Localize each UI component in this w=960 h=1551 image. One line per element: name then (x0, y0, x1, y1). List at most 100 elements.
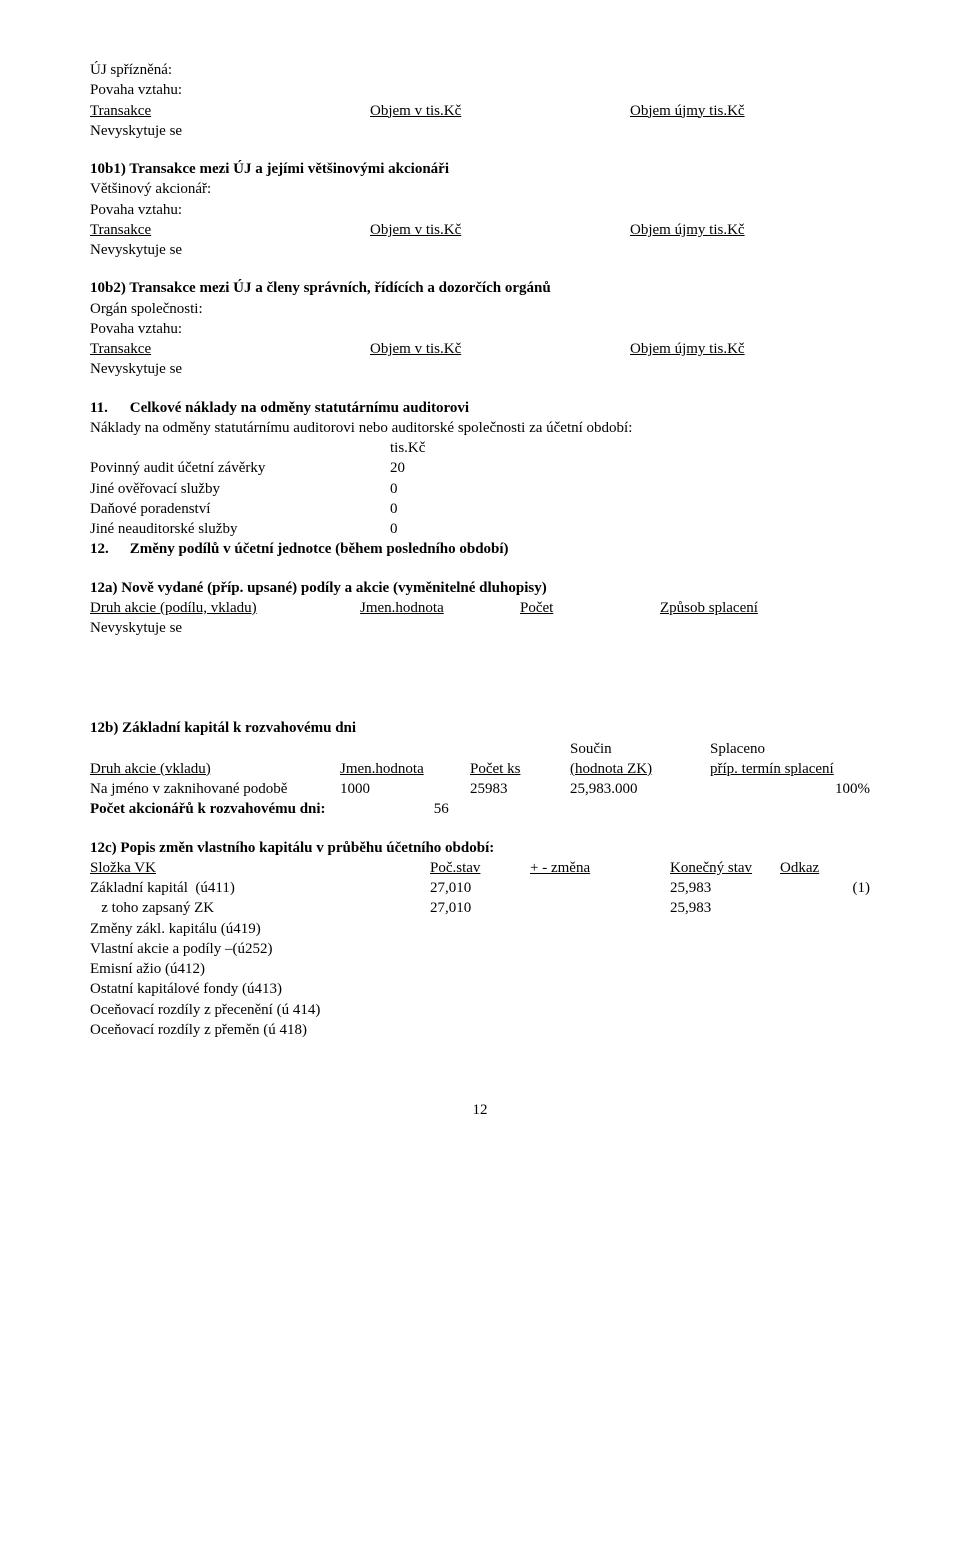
cell (780, 919, 870, 939)
cell (530, 919, 670, 939)
col-paid: Splaceno (710, 739, 870, 759)
cell: 100% (710, 779, 870, 799)
col-zk-value: (hodnota ZK) (570, 759, 710, 779)
row-label: Jiné neauditorské služby (90, 519, 390, 539)
cell: 25983 (470, 779, 570, 799)
cell: Emisní ažio (ú412) (90, 959, 430, 979)
cell (530, 939, 670, 959)
row-label: Jiné ověřovací služby (90, 479, 390, 499)
cell: 25,983 (670, 898, 780, 918)
page-number: 12 (90, 1100, 870, 1120)
col-damage: Objem újmy tis.Kč (630, 220, 870, 240)
section-11-title: Celkové náklady na odměny statutárnímu a… (130, 400, 469, 416)
col-share-type: Druh akcie (vkladu) (90, 759, 340, 779)
cell (670, 919, 780, 939)
col-final: Konečný stav (670, 858, 780, 878)
row-label: Daňové poradenství (90, 499, 390, 519)
cell (670, 939, 780, 959)
related-entity-label: ÚJ spřízněná: (90, 60, 870, 80)
col-payment-method: Způsob splacení (660, 598, 870, 618)
cell (670, 1020, 780, 1040)
section-12b-title: 12b) Základní kapitál k rozvahovému dni (90, 718, 870, 738)
col-change: + - změna (530, 858, 670, 878)
cell: Ostatní kapitálové fondy (ú413) (90, 979, 430, 999)
vk-data-row: Emisní ažio (ú412) (90, 959, 870, 979)
section-12-title: Změny podílů v účetní jednotce (během po… (130, 541, 509, 557)
col-vk-component: Složka VK (90, 858, 430, 878)
relation-nature-label: Povaha vztahu: (90, 200, 870, 220)
cell: Základní kapitál (ú411) (90, 878, 430, 898)
subheader-row: Součin Splaceno (90, 739, 870, 759)
vk-data-row: z toho zapsaný ZK27,01025,983 (90, 898, 870, 918)
cell (430, 979, 530, 999)
transaction-header-row: Transakce Objem v tis.Kč Objem újmy tis.… (90, 101, 870, 121)
row-label: Povinný audit účetní závěrky (90, 458, 390, 478)
cell (530, 979, 670, 999)
audit-row-2: Jiné ověřovací služby0 (90, 479, 870, 499)
cell (430, 1020, 530, 1040)
cell: Oceňovací rozdíly z přecenění (ú 414) (90, 1000, 430, 1020)
cell (430, 919, 530, 939)
col-count: Počet ks (470, 759, 570, 779)
cell (670, 1000, 780, 1020)
vk-data-row: Základní kapitál (ú411)27,01025,983(1) (90, 878, 870, 898)
cell (430, 939, 530, 959)
cell: 27,010 (430, 898, 530, 918)
col-nominal: Jmen.hodnota (360, 598, 520, 618)
not-occurring: Nevyskytuje se (90, 240, 870, 260)
cell: 1000 (340, 779, 470, 799)
cell: 25,983.000 (570, 779, 710, 799)
not-occurring: Nevyskytuje se (90, 121, 870, 141)
audit-row-3: Daňové poradenství0 (90, 499, 870, 519)
cell (430, 959, 530, 979)
cell (670, 959, 780, 979)
section-11-unit: tis.Kč (90, 438, 870, 458)
cell (530, 878, 670, 898)
vk-data-row: Vlastní akcie a podíly –(ú252) (90, 939, 870, 959)
cell: Na jméno v zaknihované podobě (90, 779, 340, 799)
vk-header-row: Složka VK Poč.stav + - změna Konečný sta… (90, 858, 870, 878)
cell (670, 979, 780, 999)
cell (780, 898, 870, 918)
section-12c-title: 12c) Popis změn vlastního kapitálu v prů… (90, 838, 870, 858)
vk-data-row: Oceňovací rozdíly z přeměn (ú 418) (90, 1020, 870, 1040)
shares-header-row: Druh akcie (podílu, vkladu) Jmen.hodnota… (90, 598, 870, 618)
row-value: 20 (390, 458, 442, 478)
relation-nature-label: Povaha vztahu: (90, 319, 870, 339)
majority-shareholder-label: Většinový akcionář: (90, 179, 870, 199)
cell (780, 1000, 870, 1020)
cell (780, 939, 870, 959)
unit-label: tis.Kč (390, 440, 425, 456)
section-12-heading: 12. Změny podílů v účetní jednotce (běhe… (90, 539, 870, 559)
not-occurring: Nevyskytuje se (90, 618, 870, 638)
col-damage: Objem újmy tis.Kč (630, 339, 870, 359)
col-transaction: Transakce (90, 339, 370, 359)
cell (530, 1020, 670, 1040)
row-value: 0 (390, 479, 442, 499)
cell (530, 959, 670, 979)
col-share-type: Druh akcie (podílu, vkladu) (90, 598, 360, 618)
row-value: 0 (390, 519, 442, 539)
cell (530, 898, 670, 918)
cell: 25,983 (670, 878, 780, 898)
audit-row-4: Jiné neauditorské služby0 (90, 519, 870, 539)
shareholder-count-row: Počet akcionářů k rozvahovému dni: 56 (90, 799, 870, 819)
capital-header-row: Druh akcie (vkladu) Jmen.hodnota Počet k… (90, 759, 870, 779)
cell (530, 1000, 670, 1020)
section-10b2-title: 10b2) Transakce mezi ÚJ a členy správníc… (90, 278, 870, 298)
section-11-heading: 11. Celkové náklady na odměny statutární… (90, 398, 870, 418)
cell: Vlastní akcie a podíly –(ú252) (90, 939, 430, 959)
cell (780, 1020, 870, 1040)
col-transaction: Transakce (90, 220, 370, 240)
vk-data-row: Změny zákl. kapitálu (ú419) (90, 919, 870, 939)
cell (780, 979, 870, 999)
not-occurring: Nevyskytuje se (90, 359, 870, 379)
col-product: Součin (570, 739, 710, 759)
company-body-label: Orgán společnosti: (90, 299, 870, 319)
cell: (1) (780, 878, 870, 898)
col-ref: Odkaz (780, 858, 870, 878)
section-11-intro: Náklady na odměny statutárnímu auditorov… (90, 418, 870, 438)
col-transaction: Transakce (90, 101, 370, 121)
capital-data-row: Na jméno v zaknihované podobě 1000 25983… (90, 779, 870, 799)
section-11-num: 11. (90, 398, 126, 418)
